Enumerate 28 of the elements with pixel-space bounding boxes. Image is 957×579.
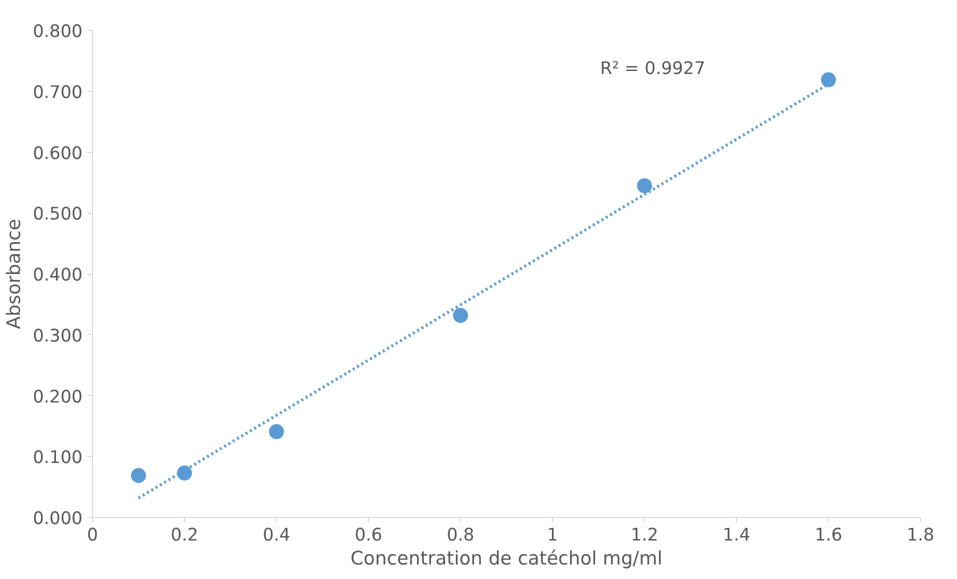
x-tick-label: 1 [546,526,558,546]
y-tick-label: 0.700 [32,82,83,103]
y-tick-label: 0.300 [32,326,83,346]
y-tick-label: 0.500 [32,204,83,225]
y-tick-label: 0.200 [32,387,83,408]
point [637,178,652,194]
y-tick-label: 0.600 [32,144,83,164]
x-tick-label: 0.4 [262,526,290,546]
x-tick-label: 0.6 [354,526,382,546]
x-tick-label: 0.8 [446,526,474,546]
point [821,72,836,88]
x-tick-label: 1.2 [630,526,658,546]
y-tick-label: 0.100 [32,448,83,468]
x-tick-label: 1.6 [814,526,842,546]
y-tick-label: 0.800 [32,22,83,42]
point [131,468,146,483]
annotation: R² = 0.9927 [600,59,706,80]
x-tick-label: 0.2 [170,526,198,546]
y-tick-label: 0.000 [32,509,83,529]
y-axis-title: Absorbance [4,218,25,330]
x-tick-label: 1.8 [906,526,934,546]
point [453,308,468,323]
x-axis-title: Concentration de catéchol mg/ml [350,548,662,570]
x-tick-label: 1.4 [722,526,750,546]
point [177,466,192,481]
point [269,424,284,440]
y-tick-label: 0.400 [32,266,83,286]
x-tick-label: 0 [86,526,98,546]
